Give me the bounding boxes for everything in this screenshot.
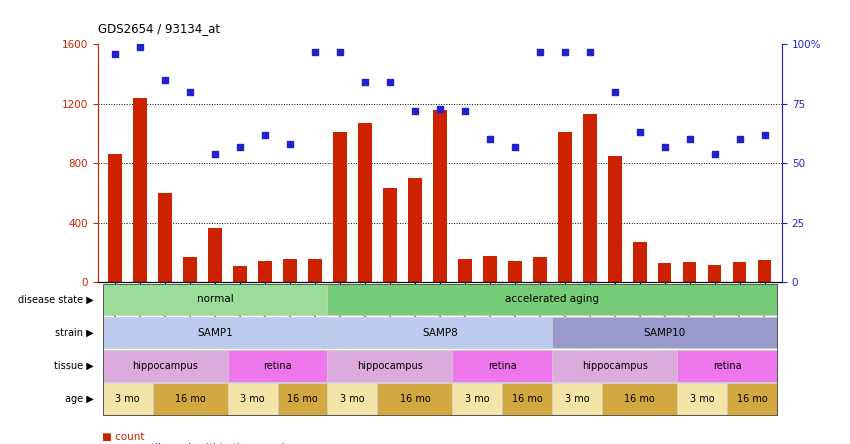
Bar	[558, 132, 571, 282]
Bar	[108, 154, 122, 282]
Text: 16 mo: 16 mo	[400, 394, 430, 404]
Text: normal: normal	[196, 294, 234, 305]
Bar	[533, 258, 547, 282]
Text: ■ count: ■ count	[102, 432, 144, 442]
Text: 3 mo: 3 mo	[465, 394, 490, 404]
Point	[458, 107, 472, 115]
Text: 3 mo: 3 mo	[690, 394, 714, 404]
Bar	[309, 259, 322, 282]
Point	[508, 143, 522, 150]
Text: retina: retina	[488, 361, 517, 371]
Bar	[733, 262, 746, 282]
Text: retina: retina	[264, 361, 292, 371]
Text: GDS2654 / 93134_at: GDS2654 / 93134_at	[98, 23, 220, 36]
Point	[233, 143, 246, 150]
Text: age ▶: age ▶	[65, 394, 94, 404]
Point	[683, 136, 696, 143]
Text: 16 mo: 16 mo	[624, 394, 655, 404]
Text: disease state ▶: disease state ▶	[18, 294, 94, 305]
Bar	[283, 259, 297, 282]
Point	[558, 48, 571, 55]
Text: SAMP10: SAMP10	[643, 328, 686, 337]
Bar	[708, 265, 722, 282]
Bar	[458, 259, 472, 282]
Point	[333, 48, 347, 55]
Bar	[583, 114, 597, 282]
Bar	[358, 123, 371, 282]
Text: retina: retina	[713, 361, 741, 371]
Point	[258, 131, 272, 138]
Text: SAMP8: SAMP8	[422, 328, 458, 337]
Point	[533, 48, 547, 55]
Bar	[233, 266, 247, 282]
Point	[583, 48, 597, 55]
Point	[133, 43, 147, 50]
Text: accelerated aging: accelerated aging	[505, 294, 599, 305]
Text: 3 mo: 3 mo	[565, 394, 590, 404]
Point	[184, 88, 197, 95]
Point	[208, 150, 222, 157]
Text: 3 mo: 3 mo	[340, 394, 365, 404]
Text: strain ▶: strain ▶	[55, 328, 94, 337]
Bar	[508, 261, 522, 282]
Bar	[184, 257, 197, 282]
Point	[708, 150, 722, 157]
Text: 16 mo: 16 mo	[287, 394, 318, 404]
Bar	[433, 110, 447, 282]
Text: SAMP1: SAMP1	[197, 328, 233, 337]
Point	[483, 136, 496, 143]
Bar	[333, 132, 347, 282]
Bar	[608, 156, 621, 282]
Point	[608, 88, 621, 95]
Bar	[632, 242, 647, 282]
Point	[633, 129, 647, 136]
Text: 3 mo: 3 mo	[241, 394, 265, 404]
Bar	[383, 188, 397, 282]
Text: 3 mo: 3 mo	[116, 394, 140, 404]
Point	[733, 136, 746, 143]
Bar	[483, 256, 496, 282]
Point	[658, 143, 672, 150]
Point	[383, 79, 397, 86]
Text: hippocampus: hippocampus	[133, 361, 198, 371]
Point	[109, 50, 122, 57]
Bar	[158, 193, 172, 282]
Bar	[757, 261, 772, 282]
Text: hippocampus: hippocampus	[357, 361, 422, 371]
Point	[408, 107, 422, 115]
Point	[283, 141, 297, 148]
Text: 16 mo: 16 mo	[512, 394, 542, 404]
Bar	[408, 178, 422, 282]
Text: tissue ▶: tissue ▶	[54, 361, 94, 371]
Bar	[208, 229, 222, 282]
Bar	[133, 98, 147, 282]
Point	[358, 79, 371, 86]
Bar	[683, 262, 696, 282]
Point	[757, 131, 771, 138]
Text: 16 mo: 16 mo	[737, 394, 768, 404]
Point	[309, 48, 322, 55]
Bar	[258, 261, 272, 282]
Text: ■ percentile rank within the sample: ■ percentile rank within the sample	[102, 443, 291, 444]
Text: hippocampus: hippocampus	[581, 361, 648, 371]
Point	[158, 76, 172, 83]
Bar	[658, 263, 672, 282]
Point	[433, 105, 446, 112]
Text: 16 mo: 16 mo	[175, 394, 206, 404]
